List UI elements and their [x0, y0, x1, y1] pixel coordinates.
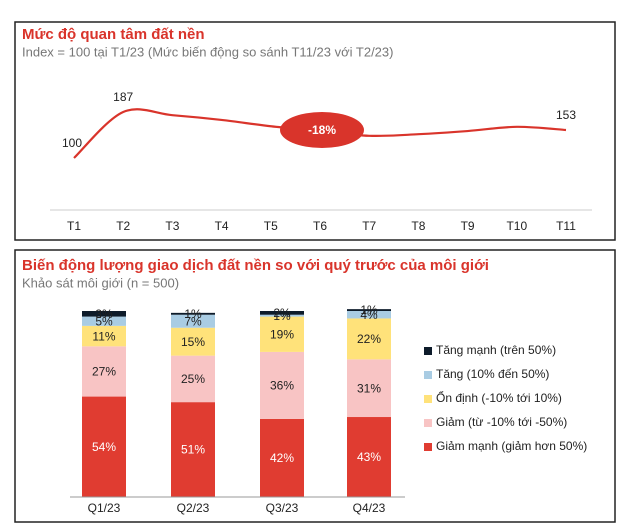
- panel: [14, 21, 616, 241]
- bar-segment: [171, 327, 215, 356]
- legend-swatch: [424, 443, 432, 451]
- x-tick-label: T5: [264, 219, 278, 233]
- chart-title: Biến động lượng giao dịch đất nền so với…: [22, 257, 489, 274]
- x-tick-label: T9: [461, 219, 475, 233]
- legend-label: Ổn định (-10% tới 10%): [436, 390, 562, 405]
- legend-swatch: [424, 395, 432, 403]
- x-tick-label: T8: [411, 219, 425, 233]
- data-label: 2%: [273, 306, 291, 320]
- x-tick-label: T4: [215, 219, 229, 233]
- annotation-badge: [280, 112, 364, 148]
- data-label: 51%: [181, 443, 205, 457]
- bar-segment: [171, 402, 215, 497]
- data-label: 19%: [270, 327, 294, 341]
- bar-segment: [82, 316, 126, 326]
- x-tick-label: T7: [362, 219, 376, 233]
- data-label: 15%: [181, 335, 205, 349]
- data-label: 100: [62, 136, 82, 150]
- x-tick-label: Q2/23: [177, 501, 210, 515]
- x-tick-label: T10: [506, 219, 527, 233]
- x-tick-label: T11: [556, 219, 576, 233]
- data-label: 7%: [184, 314, 202, 328]
- chart-subtitle: Khảo sát môi giới (n = 500): [22, 275, 179, 290]
- bar-segment: [171, 355, 215, 403]
- data-label: 54%: [92, 440, 116, 454]
- bar-segment: [347, 311, 391, 319]
- data-label: 11%: [92, 329, 115, 343]
- data-label: 4%: [360, 308, 378, 322]
- chart-title: Mức độ quan tâm đất nền: [22, 26, 205, 43]
- bar-segment: [171, 312, 215, 315]
- legend-label: Giảm (từ -10% tới -50%): [436, 415, 567, 429]
- bar-segment: [260, 314, 304, 317]
- bar-segment: [171, 314, 215, 328]
- bar-segment: [347, 359, 391, 418]
- x-tick-label: T3: [165, 219, 179, 233]
- bar-segment: [260, 316, 304, 352]
- x-tick-label: T2: [116, 219, 130, 233]
- x-tick-label: Q4/23: [353, 501, 386, 515]
- bar-segment: [347, 417, 391, 497]
- data-label: 5%: [95, 314, 113, 328]
- data-label: 153: [556, 108, 576, 122]
- data-label: 25%: [181, 372, 205, 386]
- bar-segment: [82, 325, 126, 347]
- legend-swatch: [424, 347, 432, 355]
- legend-label: Tăng (10% đến 50%): [436, 367, 549, 381]
- bar-segment: [347, 309, 391, 311]
- x-tick-label: T6: [313, 219, 327, 233]
- annotation: -18%: [308, 123, 336, 137]
- legend-label: Giảm mạnh (giảm hơn 50%): [436, 439, 587, 453]
- data-label: 1%: [184, 307, 202, 321]
- data-label: 187: [113, 90, 133, 104]
- bar-segment: [82, 346, 126, 397]
- chart-subtitle: Index = 100 tại T1/23 (Mức biến động so …: [22, 44, 393, 59]
- legend-label: Tăng mạnh (trên 50%): [436, 343, 556, 357]
- x-tick-label: Q1/23: [88, 501, 121, 515]
- bar-segment: [347, 318, 391, 360]
- x-tick-label: Q3/23: [266, 501, 299, 515]
- data-label: 42%: [270, 451, 294, 465]
- data-label: 43%: [357, 450, 381, 464]
- data-label: 31%: [357, 381, 381, 395]
- x-tick-label: T1: [67, 219, 81, 233]
- legend-swatch: [424, 371, 432, 379]
- data-label: 1%: [360, 303, 378, 317]
- bar-segment: [260, 351, 304, 419]
- bar-segment: [82, 311, 126, 317]
- bar-segment: [260, 418, 304, 497]
- legend-swatch: [424, 419, 432, 427]
- panel: [14, 249, 616, 523]
- bar-segment: [82, 396, 126, 497]
- bar-segment: [260, 311, 304, 315]
- data-label: 36%: [270, 379, 294, 393]
- data-label: 22%: [357, 332, 381, 346]
- data-label: 27%: [92, 365, 116, 379]
- data-label: 3%: [95, 307, 113, 321]
